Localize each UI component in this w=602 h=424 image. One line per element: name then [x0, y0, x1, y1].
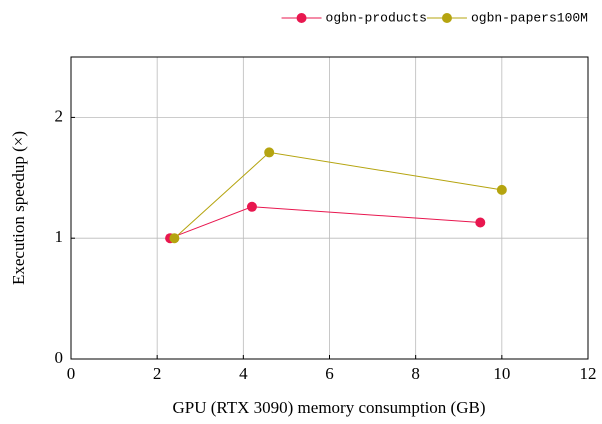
x-tick-label: 0: [67, 364, 76, 383]
x-axis-label: GPU (RTX 3090) memory consumption (GB): [173, 398, 486, 417]
data-point: [169, 233, 180, 244]
y-axis-label: Execution speedup (×): [9, 131, 28, 285]
x-tick-label: 10: [493, 364, 510, 383]
legend-label: ogbn-papers100M: [471, 10, 588, 25]
y-tick-label: 0: [55, 348, 64, 367]
y-tick-label: 2: [55, 106, 64, 125]
legend-marker: [296, 13, 307, 23]
series-line: [174, 151, 502, 239]
legend-item: ogbn-products: [281, 10, 427, 25]
legend-item: ogbn-papers100M: [426, 10, 588, 25]
x-tick-label: 6: [325, 364, 334, 383]
y-tick-label: 1: [55, 227, 64, 246]
x-tick-label: 4: [239, 364, 248, 383]
legend-marker: [441, 13, 452, 23]
plot-frame: [70, 56, 589, 360]
data-point: [496, 184, 507, 195]
data-point: [246, 201, 257, 212]
legend-label: ogbn-products: [326, 10, 427, 25]
series-line: [169, 206, 481, 239]
x-tick-label: 8: [411, 364, 420, 383]
x-tick-label: 12: [580, 364, 597, 383]
x-tick-label: 2: [153, 364, 162, 383]
data-point: [264, 147, 275, 158]
data-point: [475, 217, 486, 228]
